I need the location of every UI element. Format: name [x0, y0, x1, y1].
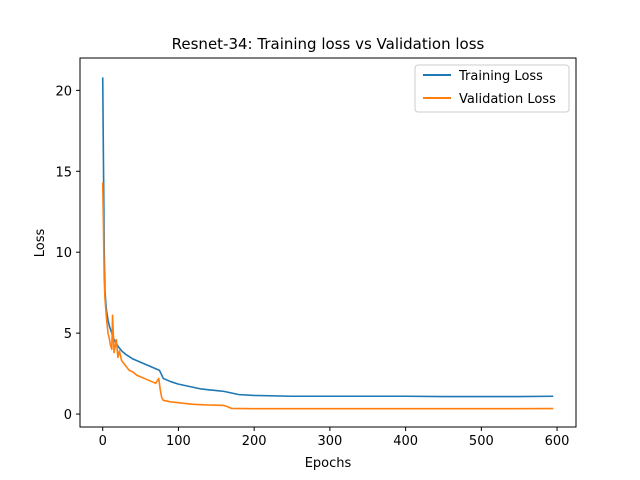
validation-loss-line [101, 182, 554, 410]
legend-validation-label: Validation Loss [459, 92, 556, 107]
y-tick-label: 15 [55, 165, 72, 180]
x-tick-label: 600 [545, 434, 570, 449]
x-tick-label: 0 [99, 434, 107, 449]
legend-training-label: Training Loss [458, 69, 543, 84]
x-tick-label: 100 [166, 434, 191, 449]
plot-area-frame [79, 57, 577, 428]
x-tick-label: 400 [393, 434, 418, 449]
y-tick-label: 20 [55, 84, 72, 99]
training-loss-line [101, 77, 554, 398]
y-tick-label: 0 [64, 408, 72, 423]
x-tick-label: 500 [469, 434, 494, 449]
legend-box [414, 64, 570, 113]
x-tick-label: 200 [242, 434, 267, 449]
y-axis-label: Loss [33, 229, 48, 258]
y-tick-label: 5 [64, 327, 72, 342]
x-tick-label: 300 [317, 434, 342, 449]
chart-title: Resnet-34: Training loss vs Validation l… [172, 35, 485, 53]
y-tick-label: 10 [55, 246, 72, 261]
legend: Training Loss Validation Loss [414, 64, 570, 113]
x-axis-label: Epochs [305, 456, 352, 471]
